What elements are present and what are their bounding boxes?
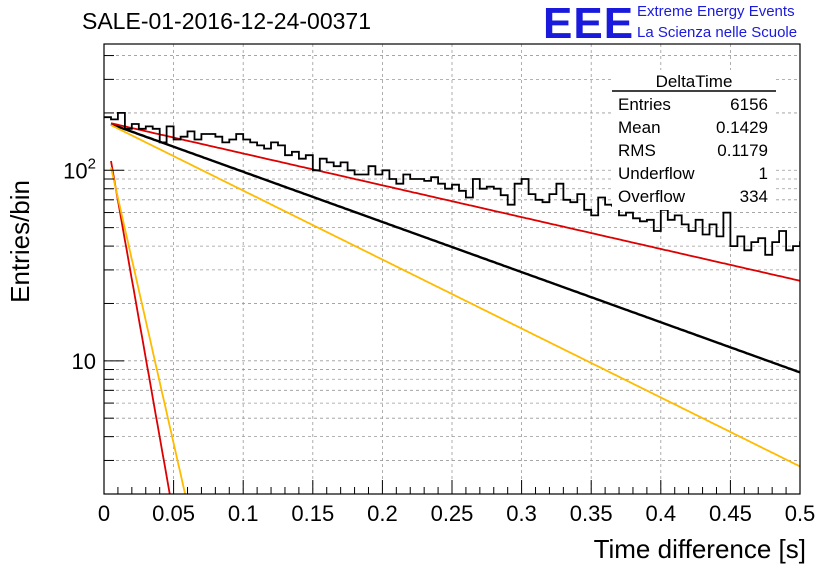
axis-ticks — [103, 55, 801, 495]
x-tick-label: 0.5 — [785, 501, 816, 526]
fit-curves — [110, 122, 800, 494]
fit-curve-2 — [110, 122, 800, 282]
y-tick-label: 10 — [72, 349, 96, 374]
x-tick-label: 0.1 — [228, 501, 259, 526]
fit-curve-4 — [110, 160, 171, 494]
x-tick-label: 0 — [98, 501, 110, 526]
stats-box-bg — [612, 70, 776, 210]
stats-box: DeltaTime Entries 6156 Mean 0.1429 RMS 0.1179 U… — [612, 70, 776, 210]
y-axis-label: Entries/bin — [5, 180, 35, 303]
stats-label: Mean — [618, 118, 661, 137]
x-tick-label: 0.3 — [506, 501, 537, 526]
x-tick-label: 0.35 — [570, 501, 613, 526]
y-tick-label: 102 — [63, 155, 96, 183]
x-tick-label: 0.2 — [367, 501, 398, 526]
fit-curve-3 — [110, 124, 800, 468]
chart-title: SALE-01-2016-12-24-00371 — [82, 8, 371, 34]
histogram-bars — [104, 112, 800, 256]
stats-label: Overflow — [618, 187, 686, 206]
stats-value: 1 — [759, 164, 768, 183]
histogram-outline — [104, 112, 800, 256]
logo-line-1: Extreme Energy Events — [637, 3, 795, 20]
x-tick-label: 0.4 — [646, 501, 677, 526]
tick-labels: 0 0.05 0.1 0.15 0.2 0.25 0.3 0.35 0.4 0.45 0.5 10 10… — [63, 155, 815, 526]
logo-line-2: La Scienza nelle Scuole — [637, 24, 798, 41]
x-axis-label: Time difference [s] — [593, 534, 806, 564]
x-tick-label: 0.05 — [152, 501, 195, 526]
x-tick-label: 0.45 — [709, 501, 752, 526]
fit-curve-1 — [110, 122, 800, 374]
stats-label: Underflow — [618, 164, 695, 183]
x-tick-label: 0.15 — [291, 501, 334, 526]
stats-value: 6156 — [730, 95, 768, 114]
fit-curve-5 — [110, 167, 187, 494]
stats-label: RMS — [618, 141, 656, 160]
stats-value: 334 — [740, 187, 768, 206]
stats-label: Entries — [618, 95, 671, 114]
eee-logo: EEE — [543, 0, 635, 48]
stats-name: DeltaTime — [656, 72, 733, 91]
stats-value: 0.1179 — [717, 141, 768, 160]
x-tick-label: 0.25 — [431, 501, 474, 526]
stats-value: 0.1429 — [716, 118, 768, 137]
